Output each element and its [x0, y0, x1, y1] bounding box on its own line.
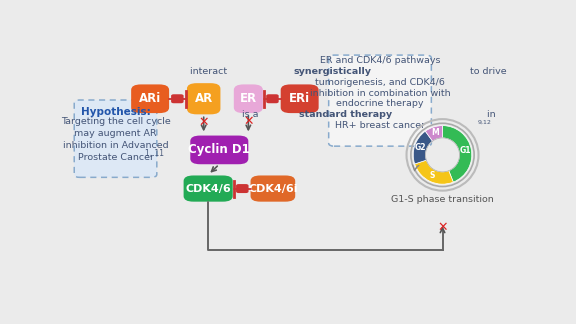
FancyBboxPatch shape: [281, 85, 319, 113]
FancyBboxPatch shape: [190, 135, 248, 164]
Text: Hypothesis:: Hypothesis:: [81, 108, 150, 118]
Text: G1-S phase transition: G1-S phase transition: [391, 195, 494, 204]
Text: 1, 11: 1, 11: [145, 149, 164, 158]
Text: Cyclin D1: Cyclin D1: [188, 144, 250, 156]
Text: ✕: ✕: [437, 221, 448, 234]
Text: ✕: ✕: [243, 115, 253, 128]
FancyBboxPatch shape: [329, 55, 431, 146]
Text: Targeting the cell cycle
may augment AR
inhibition in Advanced
Prostate Cancer: Targeting the cell cycle may augment AR …: [60, 117, 170, 162]
FancyBboxPatch shape: [184, 176, 233, 202]
Text: ERi: ERi: [289, 92, 310, 105]
Text: is a standard therapy in: is a standard therapy in: [323, 110, 437, 119]
Text: CDK4/6i: CDK4/6i: [248, 184, 298, 193]
Text: inhibition in combination with: inhibition in combination with: [310, 88, 450, 98]
Text: interact synergistically to drive: interact synergistically to drive: [306, 67, 454, 76]
Text: interact: interact: [190, 67, 230, 76]
Text: in: in: [484, 110, 495, 119]
Text: ER: ER: [240, 92, 257, 105]
Text: ER and CDK4/6 pathways: ER and CDK4/6 pathways: [320, 56, 440, 65]
Text: AR: AR: [195, 92, 213, 105]
FancyBboxPatch shape: [234, 85, 263, 113]
Text: ARi: ARi: [139, 92, 161, 105]
Text: to drive: to drive: [467, 67, 506, 76]
Text: ✕: ✕: [199, 116, 209, 129]
Text: is a standard therapy in: is a standard therapy in: [323, 110, 437, 119]
FancyBboxPatch shape: [74, 100, 157, 177]
Text: is a: is a: [241, 110, 261, 119]
FancyBboxPatch shape: [187, 83, 221, 114]
FancyBboxPatch shape: [171, 94, 184, 103]
FancyBboxPatch shape: [251, 176, 295, 202]
Text: tumorigenesis, and CDK4/6: tumorigenesis, and CDK4/6: [315, 78, 445, 87]
Text: standard therapy: standard therapy: [300, 110, 392, 119]
Text: synergistically: synergistically: [294, 67, 372, 76]
Text: HR+ breast cancer: HR+ breast cancer: [335, 121, 425, 130]
FancyBboxPatch shape: [236, 184, 249, 193]
Text: CDK4/6: CDK4/6: [185, 184, 231, 193]
Text: 9,12: 9,12: [478, 120, 492, 125]
Text: endocrine therapy: endocrine therapy: [336, 99, 424, 108]
FancyBboxPatch shape: [131, 85, 169, 113]
FancyBboxPatch shape: [266, 94, 279, 103]
Text: interact synergistically to drive: interact synergistically to drive: [306, 67, 454, 76]
